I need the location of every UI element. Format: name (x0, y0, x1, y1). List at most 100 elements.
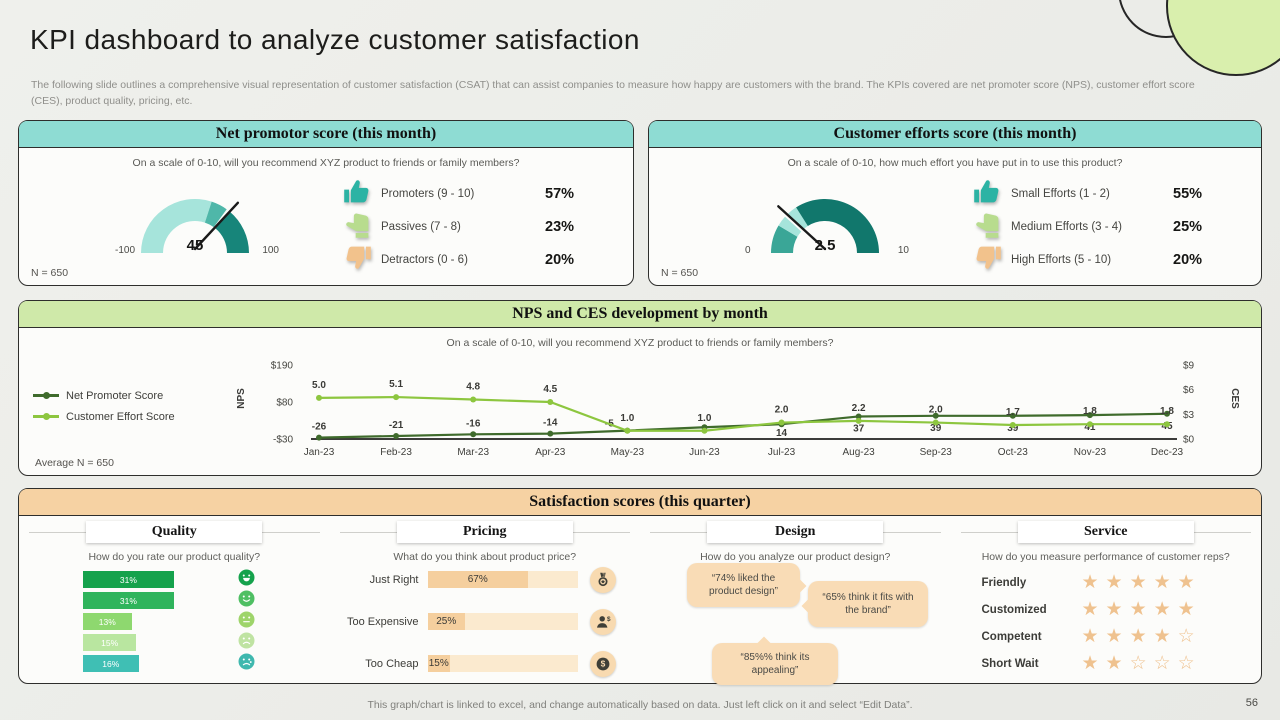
quality-question: How do you rate our product quality? (88, 551, 261, 563)
design-quote-text: “65% think it fits with the brand” (822, 592, 914, 616)
svg-text:4.8: 4.8 (466, 382, 480, 393)
svg-text:$: $ (600, 658, 605, 668)
pricing-title: Pricing (396, 521, 573, 543)
service-rating-label: Friendly (981, 576, 1027, 589)
svg-text:1.0: 1.0 (620, 413, 634, 424)
service-rating-label: Competent (981, 630, 1042, 643)
quality-bar: 16% (83, 655, 139, 672)
gauge-min-label: -100 (115, 245, 136, 256)
service-rating-label: Short Wait (981, 657, 1039, 670)
pricing-bar-track: 25% (427, 613, 578, 630)
nps-card-title: Net promotor score (this month) (19, 121, 633, 148)
quality-bar-track: 16% (83, 655, 238, 672)
quality-bar: 31% (83, 571, 174, 588)
quality-bar: 15% (83, 634, 137, 651)
svg-text:1.8: 1.8 (1083, 406, 1097, 417)
quality-bar-value: 15% (101, 637, 119, 648)
trend-question: On a scale of 0-10, will you recommend X… (446, 337, 834, 349)
gauge-max-label: 100 (262, 245, 279, 256)
nps-legend: Promoters (9 - 10) 57% Passives (7 - 8) … (343, 177, 597, 276)
decorative-circle (1166, 0, 1280, 76)
quality-bar-row: 31% (83, 569, 255, 590)
thumb-flat-icon (973, 211, 1011, 243)
thumb-down-icon (343, 244, 381, 276)
trend-card: NPS and CES development by month On a sc… (18, 300, 1262, 476)
coin-icon: $ (589, 650, 616, 677)
legend-label: Customer Effort Score (66, 410, 175, 423)
pricing-bar-label: Too Expensive (346, 615, 419, 628)
svg-text:39: 39 (930, 423, 942, 434)
svg-text:$3: $3 (1183, 410, 1195, 421)
legend-label: Medium Efforts (3 - 4) (1011, 220, 1122, 233)
legend-value: 23% (545, 218, 575, 235)
satisfaction-columns: Quality How do you rate our product qual… (19, 519, 1261, 685)
quality-title: Quality (86, 521, 263, 543)
face-smile-icon (238, 590, 255, 612)
svg-text:5.1: 5.1 (389, 379, 403, 390)
pricing-question: What do you think about product price? (393, 551, 577, 563)
legend-label: High Efforts (5 - 10) (1011, 253, 1112, 266)
quality-bar-row: 13% (83, 611, 255, 632)
service-title: Service (1017, 521, 1194, 543)
quality-bar-value: 16% (102, 658, 120, 669)
face-neutral-icon (238, 611, 255, 633)
service-question: How do you measure performance of custom… (981, 551, 1230, 563)
legend-label: Detractors (0 - 6) (381, 253, 468, 266)
legend-label: Small Efforts (1 - 2) (1011, 187, 1110, 200)
svg-text:-14: -14 (543, 418, 558, 429)
svg-text:Nov-23: Nov-23 (1074, 447, 1107, 458)
svg-text:-16: -16 (466, 418, 481, 429)
pricing-bar-label: Too Cheap (365, 657, 419, 670)
pricing-bar-track: 15% (427, 655, 578, 672)
series-swatch (33, 412, 59, 420)
trend-legend: Net Promoter Score Customer Effort Score (33, 385, 175, 427)
service-rating-row: Short Wait ★★☆☆☆ (982, 650, 1254, 677)
legend-label: Passives (7 - 8) (381, 220, 461, 233)
svg-text:1.0: 1.0 (698, 413, 712, 424)
ces-card-title: Customer efforts score (this month) (649, 121, 1261, 148)
pricing-bar-value: 15% (428, 658, 449, 669)
svg-text:$6: $6 (1183, 385, 1195, 396)
sample-size-label: N = 650 (31, 267, 69, 279)
legend-value: 25% (1173, 218, 1203, 235)
design-quote-bubble: “85%% think its appealing” (712, 643, 838, 685)
svg-text:Jul-23: Jul-23 (768, 447, 796, 458)
trend-card-title: NPS and CES development by month (19, 301, 1261, 328)
trend-line-chart[interactable]: $190 $80 -$30 $9 $6 $3 $0 Jan-23 Feb-23 Mar-23 Apr… (255, 353, 1207, 471)
pricing-bar-value: 25% (436, 616, 457, 627)
star-rating-icon: ★★★★★ (1081, 572, 1202, 593)
svg-text:1.7: 1.7 (1006, 407, 1020, 418)
face-sad-icon (238, 632, 255, 654)
pricing-bar-value: 67% (467, 574, 488, 585)
person-dollar-icon: $ (589, 608, 616, 635)
footer-note: This graph/chart is linked to excel, and… (367, 699, 913, 711)
legend-item: Net Promoter Score (33, 385, 175, 406)
legend-item: Promoters (9 - 10) 57% (343, 177, 597, 210)
page-title: KPI dashboard to analyze customer satisf… (30, 24, 640, 55)
quality-bar-track: 15% (83, 634, 238, 651)
thumb-up-icon (343, 178, 381, 210)
legend-label: Net Promoter Score (66, 389, 164, 402)
pricing-bar-row: Too Cheap 15% $ (340, 650, 631, 677)
pricing-bar-chart[interactable]: Just Right 67% Too Expensive 25% $ Too C… (340, 566, 631, 697)
quality-bar-track: 31% (83, 571, 238, 588)
design-quote-bubble: “65% think it fits with the brand” (808, 581, 928, 627)
nps-gauge-chart[interactable] (83, 165, 307, 261)
svg-text:May-23: May-23 (611, 447, 645, 458)
svg-text:Jun-23: Jun-23 (689, 447, 720, 458)
pricing-bar-label: Just Right (369, 573, 419, 586)
design-column: Design How do you analyze our product de… (640, 519, 951, 685)
quality-bar-chart[interactable]: 31% 31% 13% 15% 16% (83, 569, 255, 674)
svg-text:37: 37 (853, 423, 865, 434)
legend-item: Customer Effort Score (33, 406, 175, 427)
legend-item: Passives (7 - 8) 23% (343, 210, 597, 243)
svg-text:Aug-23: Aug-23 (843, 447, 876, 458)
legend-value: 55% (1173, 185, 1203, 202)
legend-item: Small Efforts (1 - 2) 55% (973, 177, 1225, 210)
svg-text:-$30: -$30 (273, 435, 293, 446)
quality-bar-value: 31% (119, 574, 137, 585)
legend-item: Detractors (0 - 6) 20% (343, 243, 597, 276)
ces-gauge-chart[interactable] (713, 165, 937, 261)
svg-text:2.0: 2.0 (929, 405, 943, 416)
